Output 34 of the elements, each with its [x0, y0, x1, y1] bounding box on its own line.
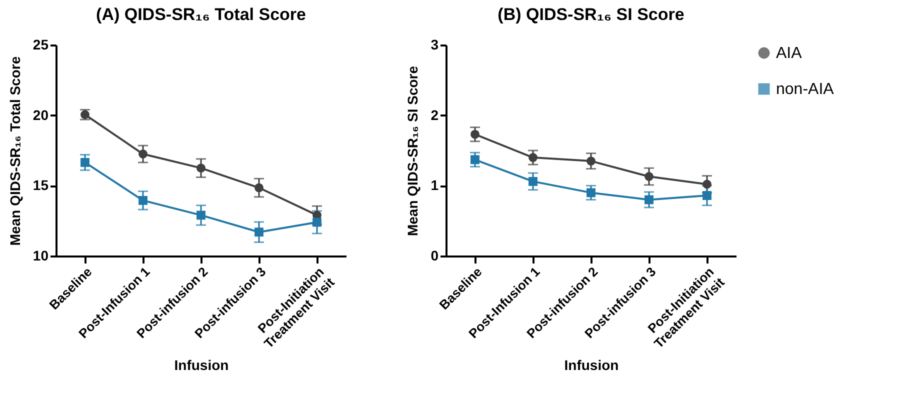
point — [528, 153, 538, 162]
legend-label: AIA — [776, 45, 802, 62]
point — [196, 164, 206, 173]
point — [644, 195, 654, 204]
point — [254, 183, 264, 192]
y-tick-label: 1 — [430, 177, 439, 194]
point — [470, 155, 480, 164]
chart-title: (A) QIDS-SR₁₆ Total Score — [96, 5, 306, 24]
point — [254, 228, 264, 237]
y-tick-label: 10 — [32, 248, 49, 264]
point — [586, 188, 596, 198]
point — [138, 196, 148, 205]
point — [80, 158, 90, 167]
x-axis-title: Infusion — [174, 357, 229, 374]
point — [312, 218, 322, 227]
point — [470, 130, 480, 139]
y-axis-title: Mean QIDS-SR₁₆ SI Score — [404, 66, 421, 236]
y-tick-label: 2 — [430, 106, 439, 123]
point — [702, 180, 712, 189]
point — [138, 150, 148, 158]
point — [528, 176, 538, 186]
legend-label: non-AIA — [776, 81, 834, 98]
y-tick-label: 20 — [32, 106, 49, 123]
x-axis-title: Infusion — [564, 357, 619, 374]
y-tick-label: 0 — [430, 248, 439, 264]
y-tick-label: 3 — [430, 36, 439, 52]
y-axis-title: Mean QIDS-SR₁₆ Total Score — [6, 56, 23, 246]
point — [586, 156, 596, 166]
point — [644, 172, 654, 181]
point — [702, 191, 712, 200]
point — [196, 210, 206, 220]
chart-title: (B) QIDS-SR₁₆ SI Score — [498, 5, 684, 24]
y-tick-label: 25 — [32, 36, 49, 52]
y-tick-label: 15 — [32, 177, 49, 194]
